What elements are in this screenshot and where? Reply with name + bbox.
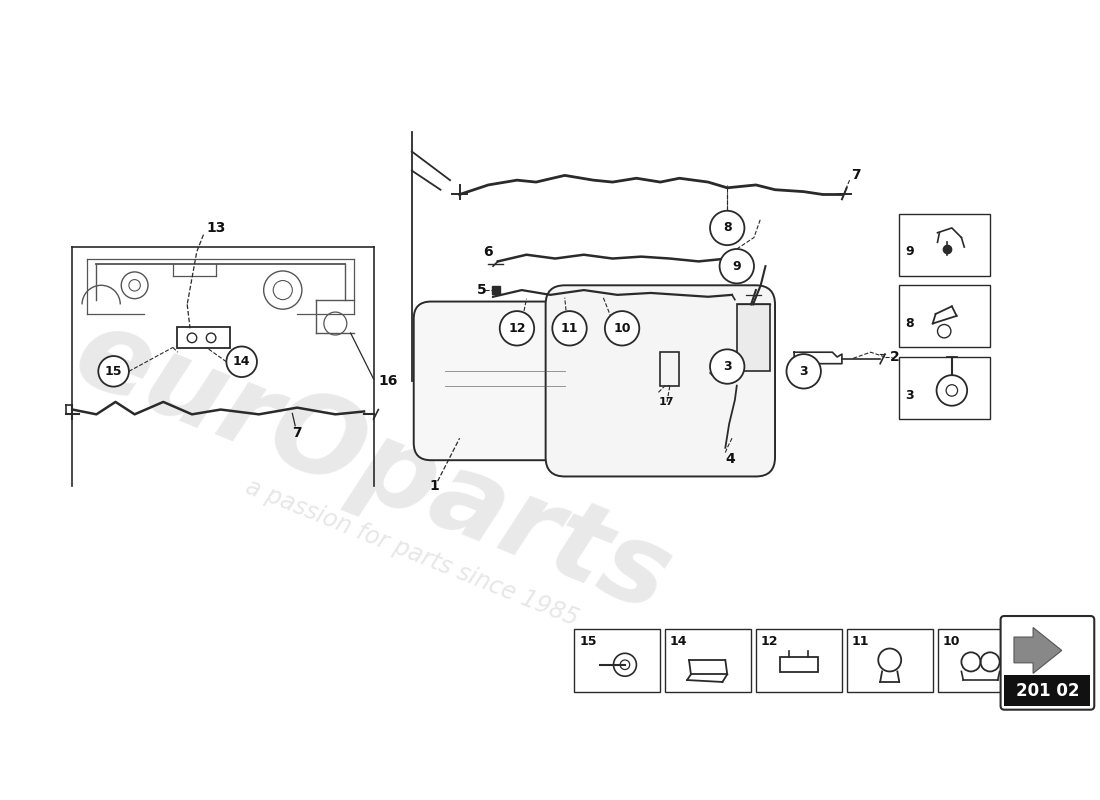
FancyBboxPatch shape bbox=[546, 286, 776, 477]
Bar bbox=[1004, 675, 1090, 706]
Text: 12: 12 bbox=[508, 322, 526, 335]
Text: 3: 3 bbox=[723, 360, 732, 373]
Circle shape bbox=[719, 249, 754, 283]
Polygon shape bbox=[1014, 627, 1062, 674]
Bar bbox=[900, 286, 990, 347]
Text: 14: 14 bbox=[670, 635, 688, 648]
Bar bbox=[660, 352, 680, 386]
Text: 16: 16 bbox=[378, 374, 398, 388]
Text: 7: 7 bbox=[851, 168, 861, 182]
Text: 13: 13 bbox=[207, 221, 226, 235]
Circle shape bbox=[552, 311, 586, 346]
Circle shape bbox=[499, 311, 535, 346]
Text: 8: 8 bbox=[905, 317, 914, 330]
Bar bbox=[666, 630, 751, 691]
Text: 3: 3 bbox=[800, 365, 808, 378]
Circle shape bbox=[227, 346, 257, 377]
Circle shape bbox=[710, 350, 745, 384]
Bar bbox=[847, 630, 933, 691]
Text: 17: 17 bbox=[659, 397, 674, 407]
Text: 5: 5 bbox=[476, 283, 486, 297]
Text: 11: 11 bbox=[561, 322, 579, 335]
Text: 14: 14 bbox=[233, 355, 251, 368]
Text: 9: 9 bbox=[733, 260, 741, 273]
Text: 10: 10 bbox=[614, 322, 630, 335]
FancyBboxPatch shape bbox=[1001, 616, 1094, 710]
Circle shape bbox=[605, 311, 639, 346]
Bar bbox=[780, 657, 818, 673]
Text: 10: 10 bbox=[943, 635, 960, 648]
Text: 12: 12 bbox=[761, 635, 778, 648]
Bar bbox=[177, 327, 230, 348]
Bar bbox=[900, 357, 990, 419]
Text: a passion for parts since 1985: a passion for parts since 1985 bbox=[242, 475, 582, 631]
Text: 6: 6 bbox=[484, 245, 493, 259]
Text: 15: 15 bbox=[104, 365, 122, 378]
Bar bbox=[574, 630, 660, 691]
Text: 9: 9 bbox=[905, 246, 914, 258]
Text: 8: 8 bbox=[723, 222, 732, 234]
FancyBboxPatch shape bbox=[414, 302, 596, 460]
Bar bbox=[756, 630, 842, 691]
Text: 201 02: 201 02 bbox=[1015, 682, 1079, 699]
Text: 2: 2 bbox=[890, 350, 900, 364]
Text: 15: 15 bbox=[579, 635, 596, 648]
Bar bbox=[900, 214, 990, 276]
Text: 4: 4 bbox=[725, 452, 735, 466]
Circle shape bbox=[98, 356, 129, 386]
Text: 1: 1 bbox=[429, 479, 439, 493]
Text: 7: 7 bbox=[293, 426, 303, 441]
Bar bbox=[937, 630, 1023, 691]
Text: eurOparts: eurOparts bbox=[60, 299, 686, 635]
Circle shape bbox=[786, 354, 821, 389]
Text: 11: 11 bbox=[851, 635, 869, 648]
Circle shape bbox=[710, 210, 745, 245]
Bar bbox=[737, 305, 770, 371]
Text: 3: 3 bbox=[905, 389, 914, 402]
